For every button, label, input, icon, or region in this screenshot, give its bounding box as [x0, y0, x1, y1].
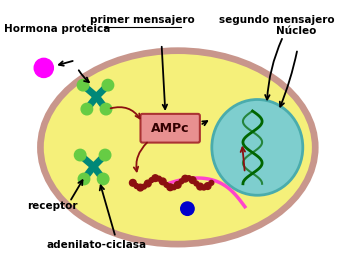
Circle shape [189, 177, 196, 183]
FancyBboxPatch shape [140, 114, 200, 143]
Circle shape [130, 179, 136, 186]
Circle shape [77, 79, 89, 91]
Circle shape [182, 175, 188, 182]
Circle shape [159, 178, 166, 185]
Circle shape [142, 184, 146, 189]
Text: adenilato-ciclasa: adenilato-ciclasa [46, 240, 146, 250]
Circle shape [100, 103, 112, 115]
Circle shape [179, 179, 184, 184]
Circle shape [99, 149, 111, 161]
Circle shape [74, 149, 86, 161]
Text: Hormona proteica: Hormona proteica [4, 25, 110, 34]
Circle shape [102, 79, 114, 91]
Circle shape [181, 202, 194, 215]
Circle shape [137, 184, 144, 191]
Circle shape [167, 184, 173, 191]
Circle shape [187, 176, 191, 180]
Circle shape [93, 93, 100, 100]
Circle shape [97, 173, 109, 185]
Ellipse shape [37, 47, 318, 248]
Circle shape [174, 182, 181, 188]
Circle shape [164, 183, 169, 187]
Circle shape [194, 181, 199, 186]
Circle shape [78, 173, 90, 185]
Text: segundo mensajero: segundo mensajero [219, 15, 335, 25]
Ellipse shape [212, 100, 303, 195]
Circle shape [152, 175, 159, 182]
Circle shape [201, 185, 206, 190]
Circle shape [90, 163, 97, 170]
Circle shape [144, 180, 151, 187]
Ellipse shape [44, 54, 312, 241]
Circle shape [204, 183, 211, 189]
Text: primer mensajero: primer mensajero [90, 15, 195, 25]
Circle shape [209, 180, 214, 185]
Text: AMPc: AMPc [151, 122, 190, 135]
Circle shape [149, 178, 154, 183]
Text: receptor: receptor [28, 201, 78, 211]
Circle shape [157, 176, 162, 181]
Text: Núcleo: Núcleo [275, 26, 316, 36]
Circle shape [172, 185, 176, 190]
Circle shape [34, 58, 53, 77]
Circle shape [197, 183, 204, 190]
Circle shape [134, 184, 139, 189]
Circle shape [81, 103, 93, 115]
